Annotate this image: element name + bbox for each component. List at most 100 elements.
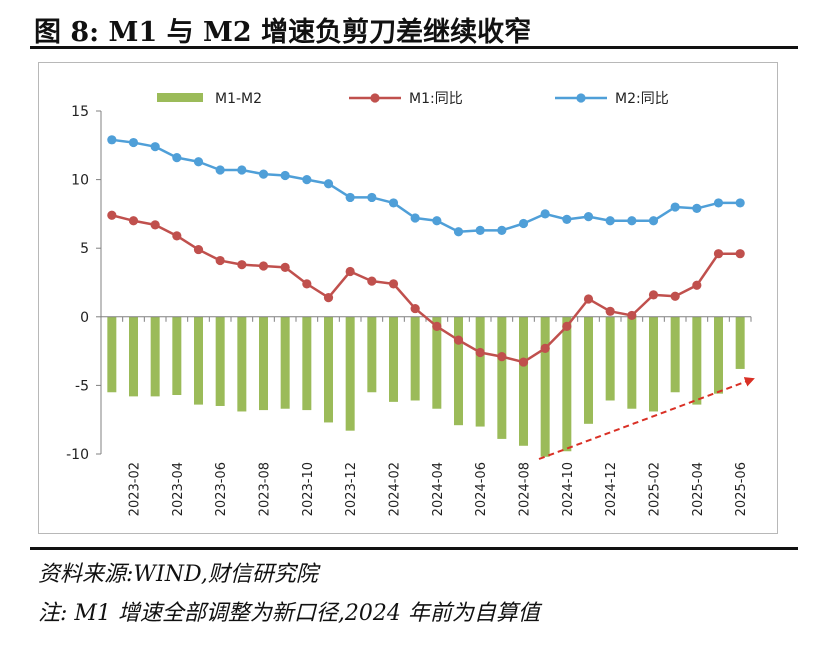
bar-m1-m2 bbox=[432, 316, 442, 409]
bar-m1-m2 bbox=[454, 316, 463, 426]
m2-point bbox=[540, 209, 550, 219]
m1-point bbox=[388, 279, 399, 289]
m1-point bbox=[670, 291, 680, 301]
bar-m1-m2 bbox=[735, 316, 745, 369]
bar-series-m1-m2 bbox=[107, 316, 745, 457]
chart-axes: -10 -5 0 5 10 15 2023-02 2023-04 2023-06 2023-08 2… bbox=[66, 104, 752, 516]
source-note: 资料来源:WIND,财信研究院 bbox=[38, 562, 318, 587]
y-tick-label: -10 bbox=[66, 447, 89, 463]
line-series-m1 bbox=[107, 210, 745, 367]
m2-point bbox=[432, 216, 442, 226]
y-tick-label: 0 bbox=[80, 310, 89, 326]
m2-point bbox=[518, 218, 529, 229]
x-tick-label: 2024-06 bbox=[474, 462, 489, 516]
m2-point bbox=[258, 169, 269, 179]
m1-point bbox=[713, 249, 724, 259]
bar-m1-m2 bbox=[172, 316, 182, 396]
footer-rule bbox=[30, 547, 798, 550]
m2-point bbox=[583, 212, 594, 222]
x-tick-label: 2023-04 bbox=[171, 462, 186, 516]
x-tick-label: 2024-02 bbox=[388, 462, 403, 516]
bar-m1-m2 bbox=[627, 316, 637, 409]
m2-point bbox=[648, 216, 659, 226]
m2-line bbox=[111, 138, 741, 233]
m2-point bbox=[367, 192, 377, 203]
m1-point bbox=[323, 292, 334, 303]
legend-label-m2: M2:同比 bbox=[615, 91, 669, 107]
x-tick-label: 2025-02 bbox=[648, 462, 663, 516]
m2-point bbox=[280, 170, 290, 181]
bar-m1-m2 bbox=[107, 316, 117, 393]
bar-m1-m2 bbox=[670, 316, 680, 393]
bar-m1-m2 bbox=[259, 316, 268, 411]
m2-point bbox=[193, 157, 204, 167]
bar-m1-m2 bbox=[150, 316, 160, 397]
bar-m1-m2 bbox=[324, 316, 333, 423]
bar-m1-m2 bbox=[519, 316, 528, 446]
x-tick-label: 2023-08 bbox=[258, 462, 273, 516]
m1-point bbox=[258, 261, 269, 271]
m1-point bbox=[215, 255, 225, 266]
x-tick-label: 2025-06 bbox=[734, 462, 749, 516]
m1-point bbox=[627, 310, 637, 321]
bar-m1-m2 bbox=[410, 316, 420, 401]
m2-point bbox=[172, 153, 182, 163]
m2-point bbox=[107, 135, 117, 145]
m1-point bbox=[302, 279, 312, 289]
m2-point bbox=[237, 165, 247, 175]
m2-point bbox=[215, 165, 225, 175]
legend-label-m1: M1:同比 bbox=[409, 91, 463, 107]
m1-point bbox=[432, 321, 442, 332]
legend-swatch-m1-m2 bbox=[157, 93, 203, 102]
m2-point bbox=[388, 198, 399, 208]
x-tick-label: 2024-12 bbox=[604, 462, 619, 516]
m1-point bbox=[605, 306, 615, 316]
m2-point bbox=[475, 225, 485, 235]
bar-m1-m2 bbox=[237, 316, 247, 412]
x-tick-label: 2023-06 bbox=[214, 462, 229, 516]
m2-point bbox=[150, 142, 160, 152]
m1-point bbox=[475, 347, 485, 358]
chart-legend: M1-M2 M1:同比 M2:同比 bbox=[157, 91, 669, 107]
bar-m1-m2 bbox=[475, 316, 485, 427]
m2-point bbox=[670, 202, 680, 212]
m2-point bbox=[497, 225, 507, 235]
x-tick-label: 2025-04 bbox=[691, 462, 706, 516]
line-series-m2 bbox=[107, 135, 745, 237]
m1-point bbox=[735, 249, 745, 259]
m1-point bbox=[410, 303, 420, 314]
chart: M1-M2 M1:同比 M2:同比 -10 -5 0 5 10 15 2023-02 2023-0… bbox=[66, 91, 755, 516]
m1-point bbox=[345, 266, 355, 277]
y-tick-label: -5 bbox=[75, 378, 89, 394]
bar-m1-m2 bbox=[714, 316, 723, 394]
m2-point bbox=[562, 214, 572, 224]
x-tick-label: 2023-10 bbox=[301, 462, 316, 516]
bar-m1-m2 bbox=[129, 316, 138, 397]
bar-m1-m2 bbox=[562, 316, 572, 452]
m1-point bbox=[648, 290, 659, 300]
x-tick-label: 2023-02 bbox=[128, 462, 143, 516]
m1-point bbox=[128, 216, 139, 226]
footnote: 注: M1 增速全部调整为新口径,2024 年前为自算值 bbox=[38, 601, 540, 626]
bar-m1-m2 bbox=[367, 316, 377, 393]
bar-m1-m2 bbox=[345, 316, 355, 431]
x-tick-label: 2023-12 bbox=[344, 462, 359, 516]
m2-point bbox=[605, 216, 615, 226]
bar-m1-m2 bbox=[540, 316, 550, 457]
m1-point bbox=[107, 210, 117, 220]
m2-point bbox=[692, 203, 702, 214]
m2-point bbox=[345, 192, 355, 203]
x-tick-label: 2024-10 bbox=[561, 462, 576, 516]
chart-frame: M1-M2 M1:同比 M2:同比 -10 -5 0 5 10 15 2023-02 2023-0… bbox=[38, 62, 778, 534]
m2-point bbox=[453, 227, 464, 237]
m1-point bbox=[583, 294, 594, 304]
bar-m1-m2 bbox=[649, 316, 658, 412]
m1-point bbox=[172, 231, 182, 241]
m1-point bbox=[518, 357, 529, 367]
m1-point bbox=[562, 321, 572, 332]
trend-arrow bbox=[538, 377, 755, 460]
bar-m1-m2 bbox=[215, 316, 225, 406]
x-tick-label: 2024-08 bbox=[518, 462, 533, 516]
figure-title: 图 8: M1 与 M2 增速负剪刀差继续收窄 bbox=[34, 17, 532, 48]
m2-point bbox=[627, 216, 637, 226]
